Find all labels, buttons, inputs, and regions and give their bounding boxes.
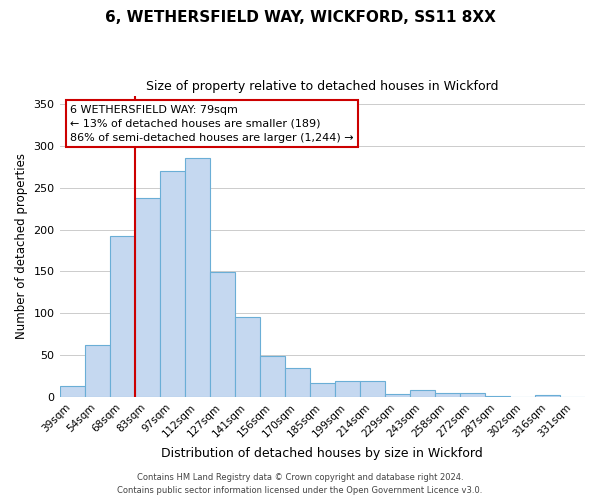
Bar	[310, 382, 335, 397]
Bar	[134, 198, 160, 397]
Bar	[435, 393, 460, 397]
Bar	[85, 345, 110, 397]
Bar	[385, 394, 410, 397]
Bar	[59, 386, 85, 397]
Bar	[460, 393, 485, 397]
Text: 6 WETHERSFIELD WAY: 79sqm
← 13% of detached houses are smaller (189)
86% of semi: 6 WETHERSFIELD WAY: 79sqm ← 13% of detac…	[70, 104, 353, 142]
Bar	[285, 368, 310, 397]
Bar	[185, 158, 209, 397]
Bar	[335, 381, 360, 397]
Bar	[110, 236, 134, 397]
Title: Size of property relative to detached houses in Wickford: Size of property relative to detached ho…	[146, 80, 499, 93]
Y-axis label: Number of detached properties: Number of detached properties	[15, 154, 28, 340]
Bar	[410, 390, 435, 397]
Bar	[209, 272, 235, 397]
Bar	[235, 316, 260, 397]
Text: 6, WETHERSFIELD WAY, WICKFORD, SS11 8XX: 6, WETHERSFIELD WAY, WICKFORD, SS11 8XX	[104, 10, 496, 25]
Bar	[485, 396, 510, 397]
Bar	[260, 356, 285, 397]
Text: Contains HM Land Registry data © Crown copyright and database right 2024.
Contai: Contains HM Land Registry data © Crown c…	[118, 474, 482, 495]
X-axis label: Distribution of detached houses by size in Wickford: Distribution of detached houses by size …	[161, 447, 483, 460]
Bar	[360, 381, 385, 397]
Bar	[535, 396, 560, 397]
Bar	[160, 171, 185, 397]
